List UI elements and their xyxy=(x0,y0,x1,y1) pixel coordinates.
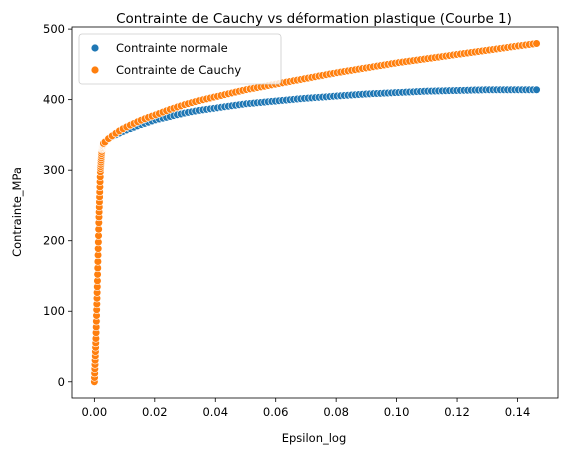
x-tick-label: 0.08 xyxy=(323,405,349,419)
x-tick-label: 0.02 xyxy=(142,405,168,419)
data-point xyxy=(532,39,541,48)
x-tick-label: 0.04 xyxy=(202,405,228,419)
legend-label-cauchy: Contrainte de Cauchy xyxy=(116,63,241,77)
legend: Contrainte normale Contrainte de Cauchy xyxy=(78,33,282,85)
y-tick-label: 400 xyxy=(43,93,65,107)
x-axis-label: Epsilon_log xyxy=(282,431,347,445)
x-tick-label: 0.10 xyxy=(384,405,410,419)
data-points xyxy=(90,39,541,386)
y-axis: 0 100 200 300 400 500 xyxy=(43,22,72,389)
legend-marker-normale xyxy=(90,43,100,53)
y-axis-label: Contrainte_MPa xyxy=(10,167,24,257)
y-tick-label: 0 xyxy=(58,375,65,389)
x-tick-label: 0.12 xyxy=(444,405,470,419)
x-tick-label: 0.06 xyxy=(263,405,289,419)
y-tick-label: 100 xyxy=(43,304,65,318)
y-tick-label: 500 xyxy=(43,22,65,36)
x-tick-label: 0.00 xyxy=(82,405,108,419)
legend-box xyxy=(78,33,282,85)
axes-frame xyxy=(71,26,559,399)
x-tick-label: 0.14 xyxy=(505,405,531,419)
series-cauchy xyxy=(90,39,541,386)
y-tick-label: 300 xyxy=(43,163,65,177)
legend-label-normale: Contrainte normale xyxy=(116,41,228,55)
legend-marker-cauchy xyxy=(90,65,100,75)
x-axis: 0.00 0.02 0.04 0.06 0.08 0.10 0.12 0.14 xyxy=(82,398,531,419)
chart-title: Contrainte de Cauchy vs déformation plas… xyxy=(116,11,512,27)
data-point xyxy=(532,85,541,94)
y-tick-label: 200 xyxy=(43,234,65,248)
